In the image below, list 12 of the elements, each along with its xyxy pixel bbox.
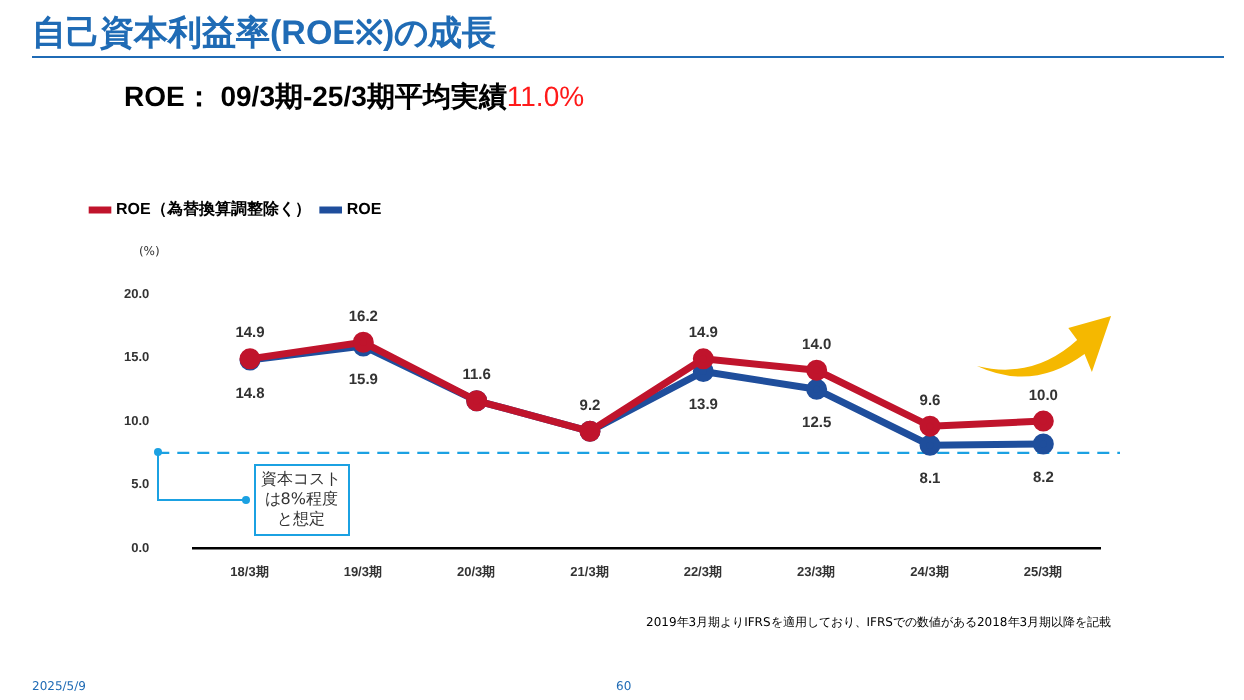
chart-subtitle: ROE： 09/3期-25/3期平均実績11.0% bbox=[124, 80, 585, 116]
point bbox=[919, 415, 941, 437]
legend-label: ROE（為替換算調整除く） bbox=[116, 200, 311, 219]
legend-label: ROE bbox=[346, 200, 383, 219]
point bbox=[1032, 433, 1054, 455]
point bbox=[919, 434, 941, 456]
point bbox=[806, 378, 828, 400]
chart-title: 自己資本利益率(ROE※)の成長 bbox=[32, 12, 497, 56]
point bbox=[1032, 410, 1054, 432]
legend-label: 資本コストは8%程度と想定 bbox=[253, 464, 350, 537]
point bbox=[806, 359, 828, 381]
point bbox=[692, 348, 714, 370]
